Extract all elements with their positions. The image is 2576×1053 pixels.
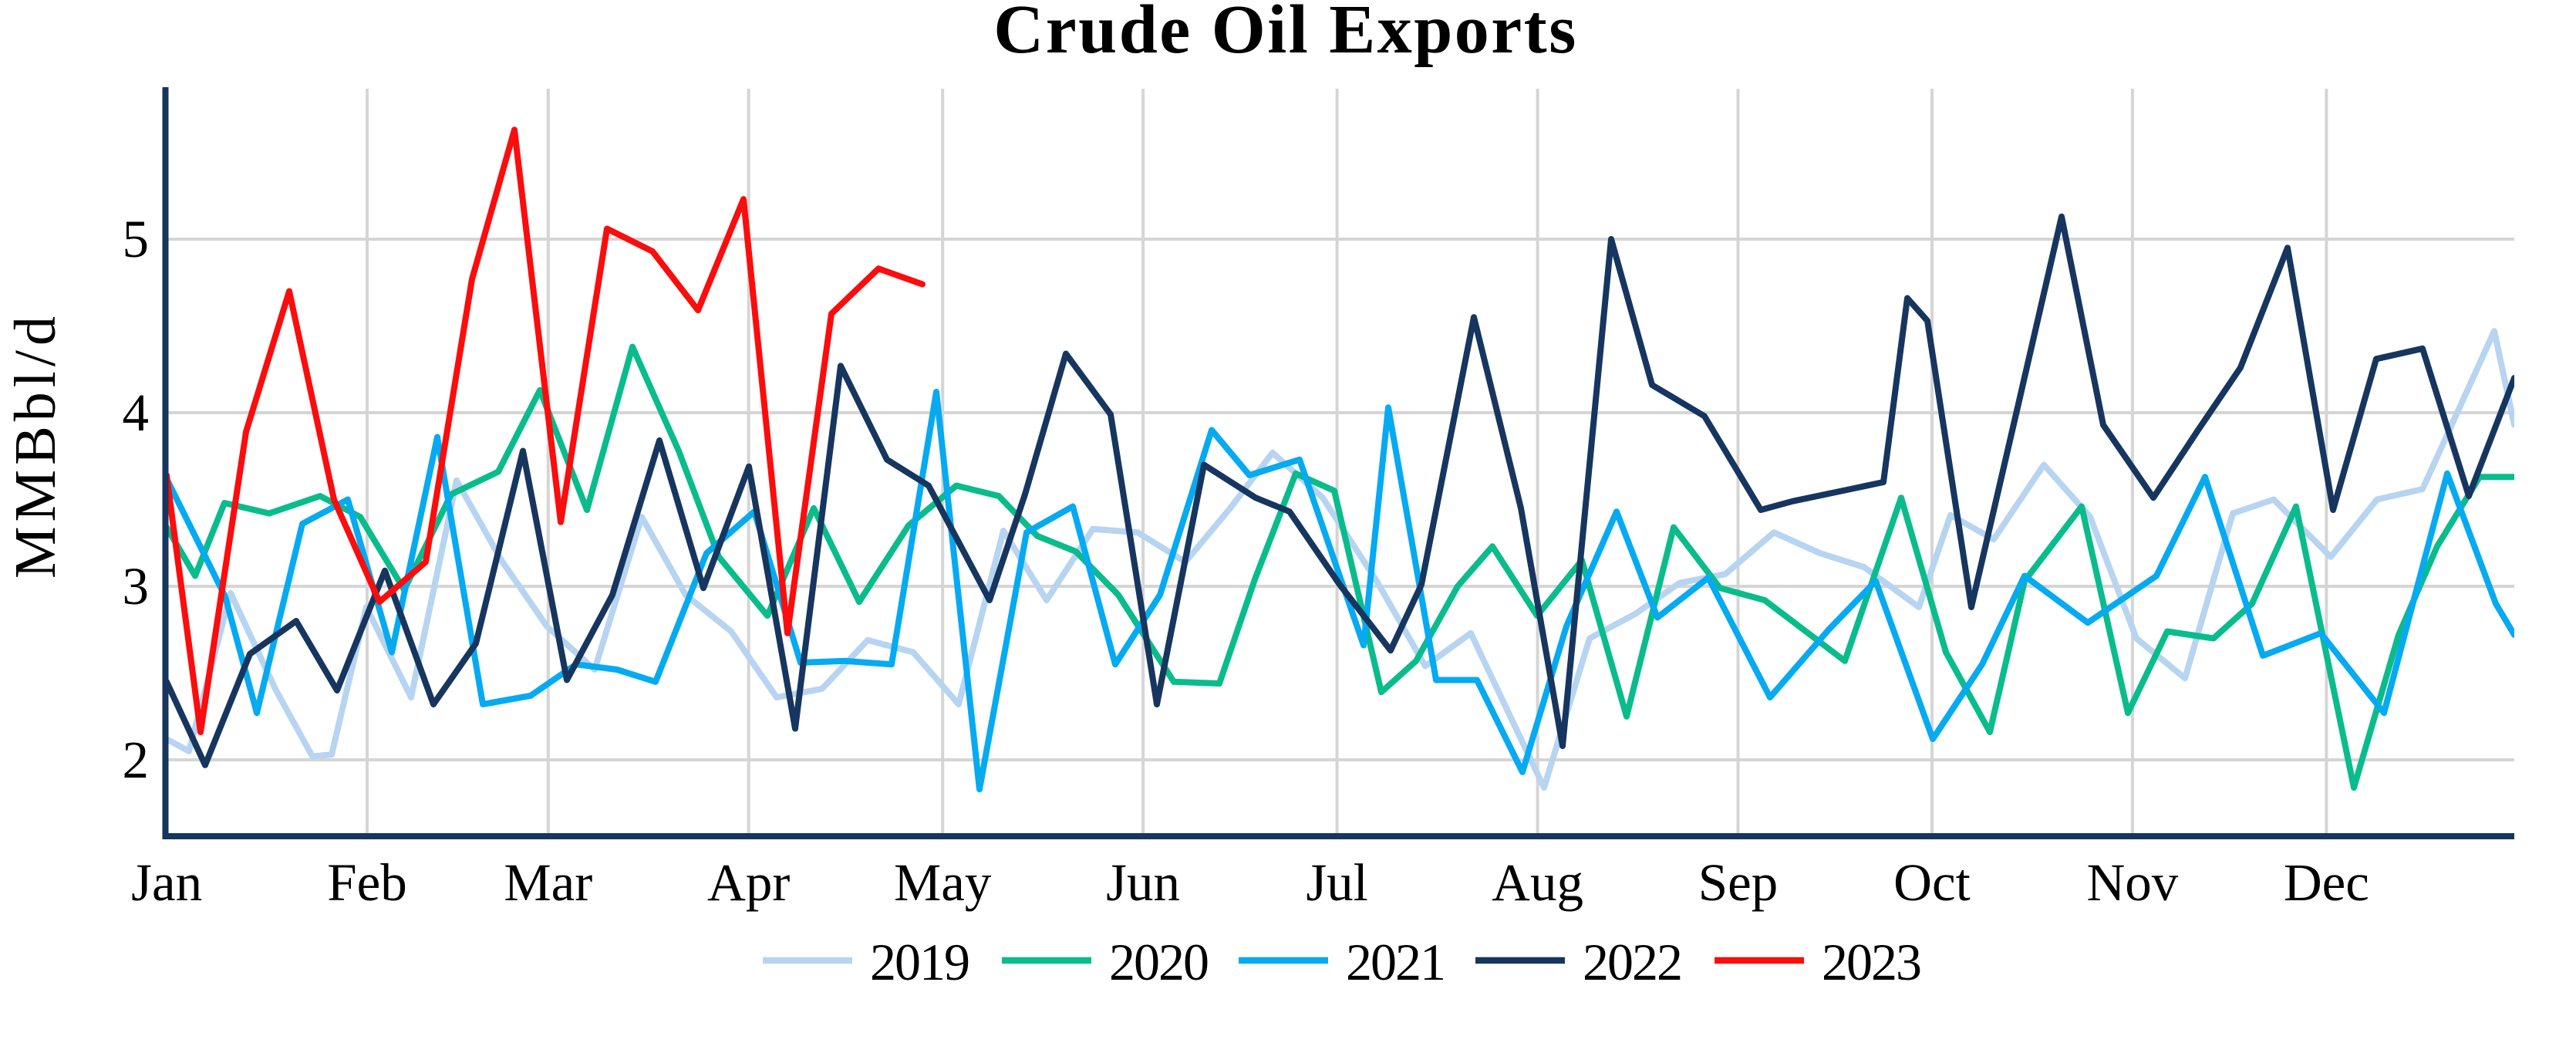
svg-text:Jul: Jul [1306,853,1368,912]
svg-text:2: 2 [123,731,150,789]
svg-text:Feb: Feb [327,853,407,912]
svg-text:MMBbl/d: MMBbl/d [3,312,68,579]
svg-text:Jan: Jan [131,853,202,912]
svg-text:Apr: Apr [707,853,790,912]
svg-text:Oct: Oct [1893,853,1971,912]
svg-text:May: May [894,853,992,912]
svg-text:5: 5 [123,210,150,268]
svg-text:3: 3 [123,557,150,616]
svg-text:2019: 2019 [870,933,969,991]
svg-text:Aug: Aug [1492,853,1583,912]
svg-text:Dec: Dec [2284,853,2369,912]
svg-text:2020: 2020 [1109,933,1208,991]
svg-text:Mar: Mar [504,853,592,912]
svg-text:Nov: Nov [2086,853,2178,912]
svg-text:2021: 2021 [1346,933,1445,991]
svg-text:2023: 2023 [1822,933,1920,991]
svg-text:Sep: Sep [1698,853,1779,912]
svg-text:Crude Oil Exports: Crude Oil Exports [993,0,1578,68]
svg-text:Jun: Jun [1106,853,1180,912]
svg-text:2022: 2022 [1583,933,1681,991]
svg-text:4: 4 [123,383,150,442]
